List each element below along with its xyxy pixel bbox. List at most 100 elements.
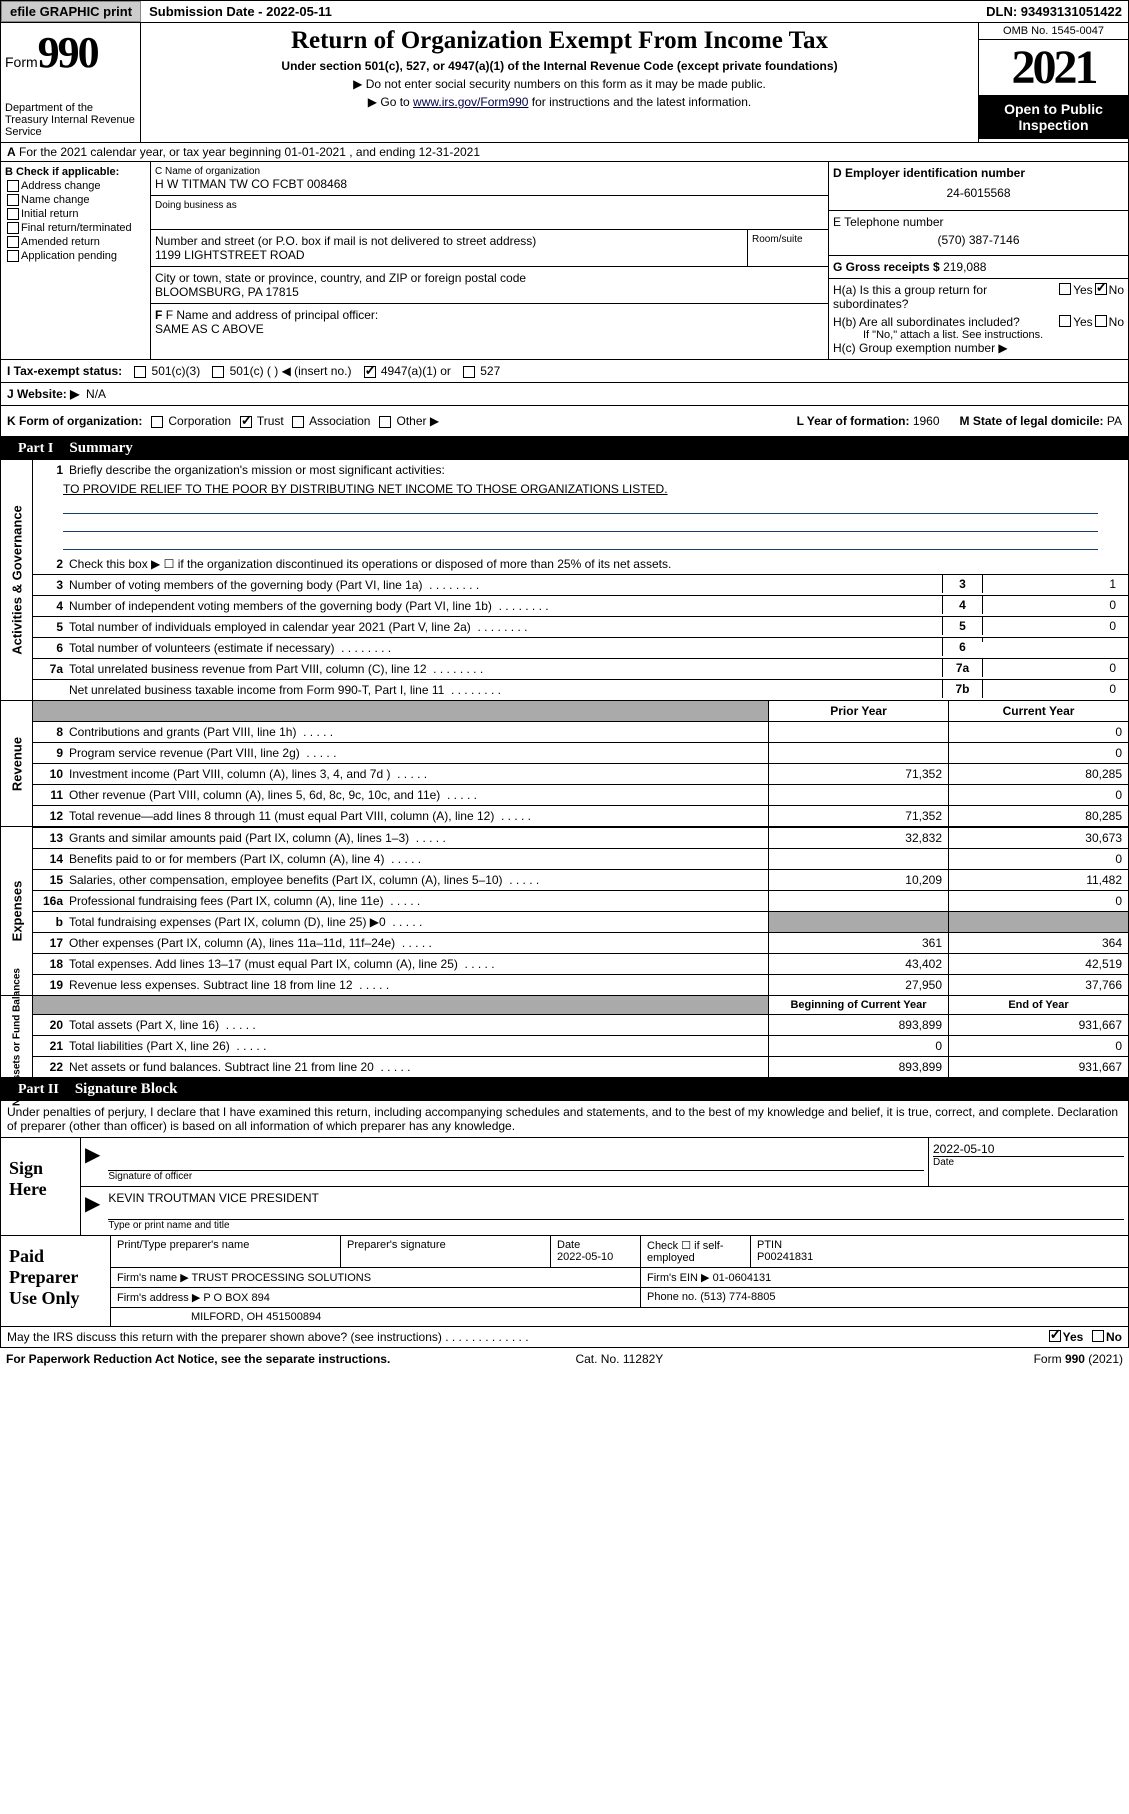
chk-org-0[interactable] (151, 416, 163, 428)
sig-date-cell: 2022-05-10 Date (928, 1138, 1128, 1186)
chk-501c[interactable] (212, 366, 224, 378)
line-value: 1 (982, 575, 1122, 593)
chk-527[interactable] (463, 366, 475, 378)
chk-org-2[interactable] (292, 416, 304, 428)
dba-block: Doing business as (151, 196, 828, 230)
prior-year-value (768, 912, 948, 932)
efile-print-button[interactable]: efile GRAPHIC print (1, 1, 141, 22)
checkbox-address-change[interactable] (7, 180, 19, 192)
chk-org-3[interactable] (379, 416, 391, 428)
ha-yes-checkbox[interactable] (1059, 283, 1071, 295)
label-form-org: K Form of organization: (7, 414, 142, 428)
label-officer: F F Name and address of principal office… (155, 308, 824, 322)
chk-org-1[interactable] (240, 416, 252, 428)
instr2-post: for instructions and the latest informat… (528, 95, 751, 109)
row-text: Other revenue (Part VIII, column (A), li… (69, 785, 768, 805)
current-year-value: 37,766 (948, 975, 1128, 995)
firm-phone: (513) 774-8805 (700, 1291, 775, 1303)
hb-no-checkbox[interactable] (1095, 315, 1107, 327)
firm-name-cell: Firm's name ▶ TRUST PROCESSING SOLUTIONS (111, 1268, 641, 1287)
footer: For Paperwork Reduction Act Notice, see … (0, 1348, 1129, 1370)
prep-date-label: Date (557, 1239, 580, 1251)
current-year-value: 30,673 (948, 828, 1128, 848)
prior-year-value: 10,209 (768, 870, 948, 890)
prior-year-value (768, 785, 948, 805)
header-left: Form990 Department of the Treasury Inter… (1, 23, 141, 142)
opt-label: Application pending (21, 250, 117, 262)
header-center: Return of Organization Exempt From Incom… (141, 23, 978, 142)
box-h: H(a) Is this a group return for subordin… (829, 279, 1128, 359)
officer-label-text: F Name and address of principal officer: (166, 308, 379, 322)
label-phone: E Telephone number (833, 215, 1124, 229)
checkbox-name-change[interactable] (7, 194, 19, 206)
line-box: 3 (942, 575, 982, 593)
hdr-end-year: End of Year (948, 996, 1128, 1014)
firm-addr-label: Firm's address ▶ (117, 1292, 200, 1304)
irs-link[interactable]: www.irs.gov/Form990 (413, 95, 528, 109)
checkbox-amended-return[interactable] (7, 236, 19, 248)
side-net-assets: Net Assets or Fund Balances (1, 996, 33, 1077)
form-header: Form990 Department of the Treasury Inter… (0, 23, 1129, 143)
firm-ein-label: Firm's EIN ▶ (647, 1272, 710, 1284)
row-i: I Tax-exempt status: 501(c)(3) 501(c) ( … (0, 360, 1129, 383)
row-text: Total revenue—add lines 8 through 11 (mu… (69, 806, 768, 826)
prior-year-value: 32,832 (768, 828, 948, 848)
row-j: J Website: ▶ N/A (0, 383, 1129, 406)
discuss-yes-checkbox[interactable] (1049, 1330, 1061, 1342)
part-1-title: Summary (69, 440, 132, 457)
officer-signature-field[interactable]: Signature of officer (104, 1138, 928, 1186)
checkbox-initial-return[interactable] (7, 208, 19, 220)
prep-name-hdr: Print/Type preparer's name (111, 1236, 341, 1267)
label-year-formation: L Year of formation: (797, 414, 913, 428)
opt-501c3: 501(c)(3) (152, 364, 201, 378)
label-dba: Doing business as (155, 200, 824, 211)
checkbox-application-pending[interactable] (7, 250, 19, 262)
row-text: Revenue less expenses. Subtract line 18 … (69, 975, 768, 995)
discuss-no-checkbox[interactable] (1092, 1330, 1104, 1342)
paperwork-notice: For Paperwork Reduction Act Notice, see … (6, 1352, 390, 1366)
sign-here-label: Sign Here (1, 1138, 81, 1235)
hb-note: If "No," attach a list. See instructions… (833, 329, 1124, 341)
firm-name: TRUST PROCESSING SOLUTIONS (192, 1272, 372, 1284)
current-year-value: 42,519 (948, 954, 1128, 974)
chk-4947[interactable] (364, 366, 376, 378)
officer-name-value: KEVIN TROUTMAN VICE PRESIDENT (108, 1191, 1124, 1205)
label-city: City or town, state or province, country… (155, 271, 824, 285)
q1-text: Briefly describe the organization's miss… (69, 463, 1122, 477)
firm-ein-cell: Firm's EIN ▶ 01-0604131 (641, 1268, 1128, 1287)
row-text: Other expenses (Part IX, column (A), lin… (69, 933, 768, 953)
korg-label: Corporation (168, 414, 231, 428)
yes-label-2: Yes (1073, 315, 1093, 329)
prior-year-value: 893,899 (768, 1015, 948, 1035)
submission-date: Submission Date - 2022-05-11 (143, 4, 338, 19)
checkbox-final-return-terminated[interactable] (7, 222, 19, 234)
paid-preparer-label: Paid Preparer Use Only (1, 1236, 111, 1326)
label-address: Number and street (or P.O. box if mail i… (155, 234, 743, 248)
officer-name-field: KEVIN TROUTMAN VICE PRESIDENT Type or pr… (104, 1187, 1128, 1235)
room-suite: Room/suite (748, 230, 828, 267)
current-year-value: 364 (948, 933, 1128, 953)
form-label: Form (5, 54, 38, 70)
form-title: Return of Organization Exempt From Incom… (149, 27, 970, 55)
discuss-yes-label: Yes (1063, 1330, 1084, 1344)
officer-value: SAME AS C ABOVE (155, 322, 824, 336)
prior-year-value: 71,352 (768, 764, 948, 784)
ha-text: H(a) Is this a group return for subordin… (833, 283, 1057, 311)
korg-label: Association (309, 414, 370, 428)
chk-501c3[interactable] (134, 366, 146, 378)
hb-yes-checkbox[interactable] (1059, 315, 1071, 327)
line-value (982, 638, 1122, 642)
ha-no-checkbox[interactable] (1095, 283, 1107, 295)
no-label: No (1109, 283, 1124, 311)
sig-date-label: Date (933, 1156, 1124, 1168)
section-a-text: For the 2021 calendar year, or tax year … (19, 145, 480, 159)
line-box: 7a (942, 659, 982, 677)
tax-year: 2021 (979, 40, 1128, 95)
box-b-header: B Check if applicable: (5, 166, 146, 178)
officer-name-label: Type or print name and title (108, 1219, 1124, 1231)
hb-text: H(b) Are all subordinates included? (833, 315, 1057, 329)
row-text: Investment income (Part VIII, column (A)… (69, 764, 768, 784)
arrow-icon-2: ▶ (81, 1187, 104, 1235)
sig-date: 2022-05-10 (933, 1142, 1124, 1156)
row-text: Salaries, other compensation, employee b… (69, 870, 768, 890)
